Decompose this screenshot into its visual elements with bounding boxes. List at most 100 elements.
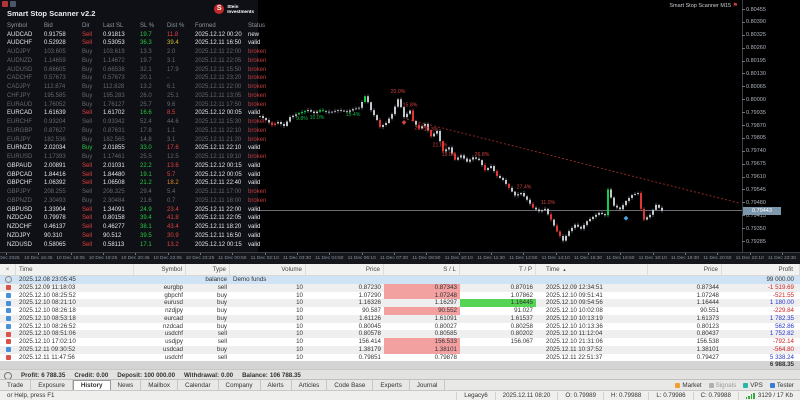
scanner-header-sl-[interactable]: SL %	[140, 23, 155, 29]
history-cell-volume: 10	[296, 330, 303, 338]
candle-body	[439, 130, 441, 142]
candle-body	[502, 177, 504, 180]
candle-body	[490, 166, 492, 169]
scanner-row-eurnzd[interactable]: EURNZD 2.02034 Buy 2.01855 33.0 17.6 2025.12.1…	[7, 144, 278, 153]
history-header-sl[interactable]: S / L	[384, 264, 460, 275]
scanner-row-gbpaud[interactable]: GBPAUD 2.00891 Sell 2.01031 22.2 13.6 2025.12.…	[7, 162, 278, 171]
history-header-tp[interactable]: T / P	[460, 264, 536, 275]
candlestick-canvas[interactable]: 9.8% 10.0% 15.4% 20.0% 15.8% 20.7%16.3% 21.8% 1…	[0, 0, 800, 252]
scanner-row-eurjpy[interactable]: EURJPY 182.536 Buy 182.565 14.8 3.1 2025.12.11…	[7, 136, 278, 145]
tab-exposure[interactable]: Exposure	[31, 380, 73, 391]
history-row-eurcad-4[interactable]: 2025.12.10 08:53:18 eurcad buy 10 1.61126 1.6…	[0, 314, 800, 323]
scanner-cell-bid: 1.17393	[44, 154, 66, 160]
scanner-row-eurchf[interactable]: EURCHF 0.93204 Sell 0.93342 52.4 44.6 2025.12.…	[7, 118, 278, 127]
scanner-header-dir[interactable]: Dir	[82, 23, 90, 29]
history-header-time[interactable]: Time	[16, 264, 134, 275]
entry-marker	[623, 215, 629, 221]
history-row-nzdcad-5[interactable]: 2025.12.10 08:26:52 nzdcad buy 10 0.80045 0.8…	[0, 322, 800, 331]
scanner-cell-dist_pct: 25.1	[167, 92, 179, 99]
tool-market[interactable]: Market	[675, 382, 702, 389]
history-header-vol[interactable]: Volume	[230, 264, 306, 275]
history-header-profit[interactable]: Profit	[722, 264, 800, 275]
tab-code-base[interactable]: Code Base	[327, 380, 374, 391]
panel-icon-red[interactable]	[2, 1, 8, 7]
tab-history[interactable]: History	[72, 380, 111, 391]
scanner-row-eurgbp[interactable]: EURGBP 0.87627 Buy 0.87631 17.8 1.1 2025.12.11…	[7, 127, 278, 136]
history-cell-sl: 156.533	[384, 338, 460, 346]
scanner-row-nzdchf[interactable]: NZDCHF 0.46137 Sell 0.46277 38.1 43.4 2025.12.…	[7, 223, 278, 232]
history-cell-price: 0.80045	[358, 322, 381, 330]
tab-trade[interactable]: Trade	[0, 380, 32, 391]
scanner-cell-status: broken	[248, 66, 267, 73]
tab-mailbox[interactable]: Mailbox	[141, 380, 178, 391]
history-row-usdchf-6[interactable]: 2025.12.10 08:51:06 usdchf sell 10 0.80578 0.…	[0, 330, 800, 338]
scanner-row-audcad[interactable]: AUDCAD 0.91758 Sell 0.91813 19.7 11.8 2025.12.…	[7, 31, 278, 40]
scanner-row-audusd[interactable]: AUDUSD 0.66605 Buy 0.66538 32.1 17.9 2025.12.1…	[7, 66, 278, 75]
scanner-row-cadjpy[interactable]: CADJPY 112.874 Buy 112.828 13.2 6.1 2025.12.11…	[7, 83, 278, 92]
scanner-cell-dir: Buy	[82, 66, 93, 73]
scanner-row-eurusd[interactable]: EURUSD 1.17393 Buy 1.17461 25.5 12.5 2025.12.1…	[7, 153, 278, 162]
candle-body	[391, 114, 393, 119]
scanner-row-cadchf[interactable]: CADCHF 0.57673 Buy 0.57673 20.1 - 2025.12.11 2…	[7, 74, 278, 83]
history-balance-row[interactable]: 2025.12.08 23:05:45 balance Demo funds 99 0…	[0, 276, 800, 284]
scanner-row-gbpcad[interactable]: GBPCAD 1.84416 Sell 1.84480 19.1 5.7 2025.12.1…	[7, 171, 278, 180]
scanner-header-formed[interactable]: Formed	[195, 23, 216, 29]
history-header-type[interactable]: Type	[186, 264, 230, 275]
sort-asc-icon[interactable]: ▲	[562, 267, 567, 272]
connection-status[interactable]: 3129 / 17 Kb	[737, 392, 800, 400]
tab-company[interactable]: Company	[219, 380, 261, 391]
history-row-usdchf-9[interactable]: 2025.12.11 11:47:56 usdchf sell 10 0.79851 0.…	[0, 353, 800, 362]
scanner-header-bid[interactable]: Bid	[44, 23, 53, 29]
scanner-cell-bid: 0.91758	[44, 31, 66, 38]
scanner-row-chfjpy[interactable]: CHFJPY 195.585 Buy 195.283 26.0 25.1 2025.12.1…	[7, 92, 278, 101]
scanner-row-nzdcad[interactable]: NZDCAD 0.79978 Sell 0.80158 39.4 41.8 2025.12.…	[7, 214, 278, 223]
scanner-row-nzdjpy[interactable]: NZDJPY 90.310 Sell 90.512 39.5 30.9 2025.12.11…	[7, 232, 278, 241]
tab-articles[interactable]: Articles	[292, 380, 328, 391]
scanner-row-gbpjpy[interactable]: GBPJPY 208.255 Sell 208.325 29.4 5.4 2025.12.1…	[7, 188, 278, 197]
price-axis-tick: 0.79610	[742, 174, 766, 181]
history-cell-profit: 1 752.82	[769, 330, 794, 338]
tool-vps[interactable]: VPS	[743, 382, 763, 389]
close-history-icon[interactable]: ×	[0, 264, 16, 275]
panel-icon-gray[interactable]	[10, 1, 16, 7]
scanner-row-euraud[interactable]: EURAUD 1.76052 Buy 1.76127 25.7 9.6 2025.12.11…	[7, 101, 278, 110]
history-row-gbpchf-1[interactable]: 2025.12.10 08:25:52 gbpchf buy 10 1.07290 1.0…	[0, 291, 800, 300]
tab-journal[interactable]: Journal	[410, 380, 446, 391]
scanner-header-dist-[interactable]: Dist %	[167, 23, 185, 29]
scanner-header-last-sl[interactable]: Last SL	[103, 23, 124, 29]
history-header-sym[interactable]: Symbol	[134, 264, 186, 275]
scanner-row-gbpchf[interactable]: GBPCHF 1.06392 Sell 1.06508 21.2 18.2 2025.12.…	[7, 179, 278, 188]
history-header-price[interactable]: Price	[306, 264, 384, 275]
scanner-header-symbol[interactable]: Symbol	[7, 23, 28, 29]
history-cell-type: buy	[217, 314, 227, 322]
scanner-cell-last_sl: 0.66538	[103, 66, 125, 73]
history-cell-time: 2025.12.11 11:47:56	[19, 353, 75, 361]
history-header-time2[interactable]: Time ▲	[536, 264, 648, 275]
tab-calendar[interactable]: Calendar	[178, 380, 219, 391]
tab-experts[interactable]: Experts	[373, 380, 410, 391]
scanner-row-nzdusd[interactable]: NZDUSD 0.58065 Sell 0.58113 17.1 13.2 2025.12.…	[7, 241, 278, 250]
scanner-row-audjpy[interactable]: AUDJPY 103.605 Buy 103.619 13.3 2.0 2025.12.11…	[7, 48, 278, 57]
signal-annotation: 9.8%	[296, 116, 308, 122]
scanner-row-audchf[interactable]: AUDCHF 0.52928 Sell 0.53053 36.3 39.4 2025.12.…	[7, 39, 278, 48]
history-row-usdjpy-7[interactable]: 2025.12.10 17:02:10 usdjpy sell 10 156.414 15…	[0, 338, 800, 346]
tab-news[interactable]: News	[111, 380, 142, 391]
scanner-row-audnzd[interactable]: AUDNZD 1.14659 Buy 1.14672 19.7 3.1 2025.12.11…	[7, 57, 278, 66]
history-row-eurgbp-0[interactable]: 2025.12.09 11:18:03 eurgbp sell 10 0.87230 0.…	[0, 283, 800, 292]
tool-signals[interactable]: Signals	[708, 382, 736, 389]
history-row-nzdjpy-3[interactable]: 2025.12.10 08:26:18 nzdjpy buy 10 90.587 90.5…	[0, 307, 800, 315]
scanner-header-status[interactable]: Status	[248, 23, 266, 29]
scanner-row-gbpnzd[interactable]: GBPNZD 2.30493 Buy 2.30484 21.6 0.7 2025.12.11…	[7, 197, 278, 206]
scanner-cell-sl_pct: 32.1	[140, 66, 152, 73]
tab-alerts[interactable]: Alerts	[261, 380, 292, 391]
scanner-row-eurcad[interactable]: EURCAD 1.61639 Sell 1.61702 16.6 8.5 2025.12.1…	[7, 109, 278, 118]
help-hint: or Help, press F1	[7, 392, 55, 399]
high-value: 0.79988	[618, 392, 642, 399]
history-row-eurusd-2[interactable]: 2025.12.10 08:21:10 eurusd buy 10 1.16326 1.1…	[0, 299, 800, 307]
history-row-usdcad-8[interactable]: 2025.12.11 09:30:52 usdcad buy 10 1.38179 1.3…	[0, 345, 800, 354]
tool-tester[interactable]: Tester	[769, 382, 794, 389]
scanner-row-gbpusd[interactable]: GBPUSD 1.33904 Sell 1.34091 24.9 23.4 2025.12.…	[7, 206, 278, 215]
history-header-price2[interactable]: Price	[648, 264, 722, 275]
scanner-cell-last_sl: 2.01855	[103, 145, 125, 152]
